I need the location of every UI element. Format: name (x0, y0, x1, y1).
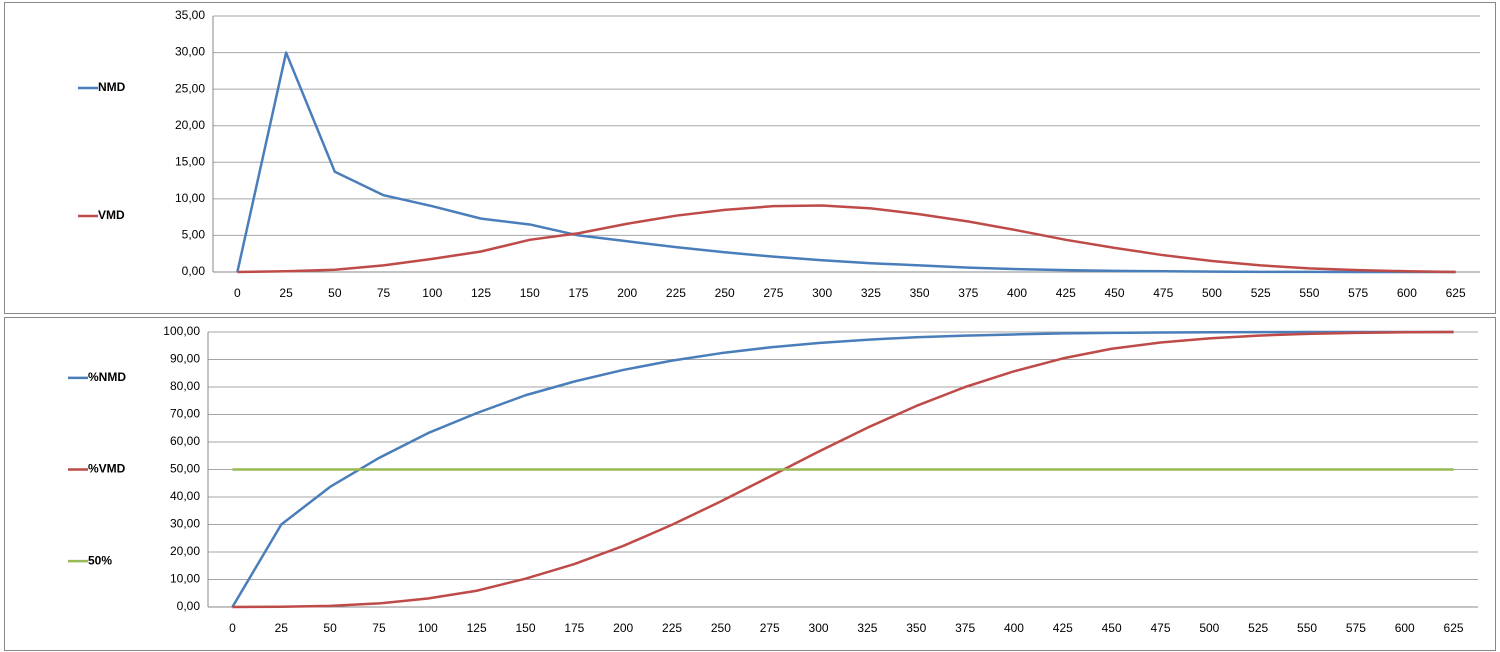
x-tick-label: 75 (377, 286, 391, 300)
x-tick-label: 600 (1397, 286, 1417, 300)
x-tick-label: 400 (1004, 621, 1024, 635)
x-tick-label: 275 (760, 621, 780, 635)
y-tick-label: 40,00 (170, 489, 200, 503)
legend-label: 50% (88, 553, 112, 567)
x-tick-label: 600 (1395, 621, 1415, 635)
y-tick-label: 100,00 (163, 324, 200, 338)
x-tick-label: 225 (662, 621, 682, 635)
chart-frame (4, 2, 1496, 314)
y-tick-label: 10,00 (175, 191, 205, 205)
x-tick-label: 50 (328, 286, 342, 300)
x-tick-label: 450 (1102, 621, 1122, 635)
x-tick-label: 175 (568, 286, 588, 300)
x-tick-label: 375 (958, 286, 978, 300)
x-tick-label: 425 (1053, 621, 1073, 635)
x-tick-label: 425 (1056, 286, 1076, 300)
legend-label: VMD (98, 208, 125, 222)
x-tick-label: 200 (613, 621, 633, 635)
x-tick-label: 550 (1297, 621, 1317, 635)
x-tick-label: 300 (809, 621, 829, 635)
x-tick-label: 625 (1446, 286, 1466, 300)
x-tick-label: 25 (279, 286, 293, 300)
y-tick-label: 80,00 (170, 379, 200, 393)
series-line (231, 330, 1454, 608)
x-tick-label: 100 (422, 286, 442, 300)
series-line (232, 330, 1454, 609)
legend-label: %NMD (88, 370, 126, 384)
x-tick-label: 575 (1348, 286, 1368, 300)
x-tick-label: 250 (711, 621, 731, 635)
x-tick-label: 300 (812, 286, 832, 300)
y-tick-label: 0,00 (177, 599, 201, 613)
x-tick-label: 275 (763, 286, 783, 300)
y-tick-label: 25,00 (175, 81, 205, 95)
x-tick-label: 475 (1153, 286, 1173, 300)
y-tick-label: 5,00 (182, 228, 206, 242)
x-tick-label: 375 (955, 621, 975, 635)
x-tick-label: 50 (323, 621, 337, 635)
x-tick-label: 525 (1248, 621, 1268, 635)
y-tick-label: 90,00 (170, 352, 200, 366)
y-tick-label: 15,00 (175, 154, 205, 168)
x-tick-label: 400 (1007, 286, 1027, 300)
x-tick-label: 175 (564, 621, 584, 635)
y-tick-label: 70,00 (170, 407, 200, 421)
legend-label: %VMD (88, 462, 126, 476)
x-tick-label: 350 (910, 286, 930, 300)
x-tick-label: 125 (467, 621, 487, 635)
series-line (237, 204, 1456, 274)
y-tick-label: 60,00 (170, 434, 200, 448)
y-tick-label: 0,00 (182, 264, 206, 278)
x-tick-label: 325 (857, 621, 877, 635)
x-tick-label: 550 (1299, 286, 1319, 300)
x-tick-label: 150 (520, 286, 540, 300)
x-tick-label: 125 (471, 286, 491, 300)
x-tick-label: 525 (1251, 286, 1271, 300)
x-tick-label: 625 (1444, 621, 1464, 635)
y-tick-label: 30,00 (175, 45, 205, 59)
series-line (236, 51, 1456, 274)
x-tick-label: 150 (515, 621, 535, 635)
x-tick-label: 450 (1105, 286, 1125, 300)
x-tick-label: 0 (234, 286, 241, 300)
x-tick-label: 0 (229, 621, 236, 635)
x-tick-label: 500 (1199, 621, 1219, 635)
chart-frame (4, 317, 1496, 651)
x-tick-label: 325 (861, 286, 881, 300)
x-tick-label: 100 (418, 621, 438, 635)
x-tick-label: 475 (1150, 621, 1170, 635)
legend-label: NMD (98, 80, 126, 94)
x-tick-label: 575 (1346, 621, 1366, 635)
x-tick-label: 200 (617, 286, 637, 300)
x-tick-label: 225 (666, 286, 686, 300)
y-tick-label: 20,00 (170, 544, 200, 558)
y-tick-label: 20,00 (175, 118, 205, 132)
x-tick-label: 25 (275, 621, 289, 635)
x-tick-label: 75 (372, 621, 386, 635)
x-tick-label: 250 (715, 286, 735, 300)
y-tick-label: 30,00 (170, 517, 200, 531)
x-tick-label: 500 (1202, 286, 1222, 300)
y-tick-label: 10,00 (170, 572, 200, 586)
y-tick-label: 35,00 (175, 8, 205, 22)
y-tick-label: 50,00 (170, 462, 200, 476)
x-tick-label: 350 (906, 621, 926, 635)
